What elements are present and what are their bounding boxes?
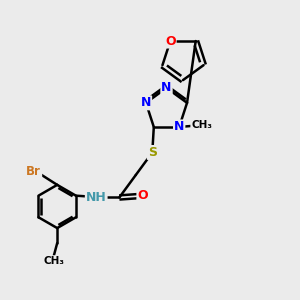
- Text: Br: Br: [26, 165, 41, 178]
- Text: CH₃: CH₃: [43, 256, 64, 266]
- Text: N: N: [141, 96, 151, 109]
- Text: S: S: [148, 146, 157, 159]
- Text: NH: NH: [86, 191, 106, 204]
- Text: N: N: [174, 121, 184, 134]
- Text: O: O: [137, 190, 148, 202]
- Text: N: N: [161, 81, 172, 94]
- Text: CH₃: CH₃: [191, 121, 212, 130]
- Text: O: O: [165, 34, 175, 47]
